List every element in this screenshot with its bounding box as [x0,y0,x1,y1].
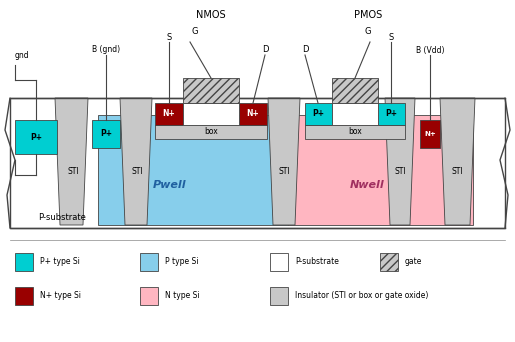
Text: STI: STI [452,167,464,176]
Text: Pwell: Pwell [153,180,187,190]
Bar [183,78,239,103]
Bar [378,103,405,125]
Text: P+: P+ [385,109,397,118]
Text: P+: P+ [100,130,112,139]
Bar [140,253,158,271]
Text: B (Vdd): B (Vdd) [416,45,444,54]
Text: N+: N+ [163,109,176,118]
Polygon shape [268,98,300,225]
Bar [420,120,440,148]
Text: STI: STI [67,167,79,176]
Text: N type Si: N type Si [165,291,200,301]
Text: box: box [204,128,218,136]
Polygon shape [440,98,475,225]
Polygon shape [120,98,152,225]
Text: S: S [388,32,393,41]
Text: G: G [365,27,371,37]
Bar [270,253,288,271]
Bar [15,253,33,271]
Text: Nwell: Nwell [350,180,384,190]
Bar [270,287,288,305]
Text: G: G [192,27,198,37]
Polygon shape [385,98,415,225]
Bar [380,253,398,271]
Text: P-substrate: P-substrate [295,258,339,266]
Polygon shape [55,98,88,225]
Text: box: box [348,128,362,136]
Bar [288,115,473,225]
Text: PMOS: PMOS [354,10,382,20]
Text: P+: P+ [30,132,42,142]
Bar [155,125,267,139]
Text: N+ type Si: N+ type Si [40,291,81,301]
Text: P type Si: P type Si [165,258,198,266]
Bar [92,120,120,148]
Text: N+: N+ [424,131,436,137]
Bar [183,103,239,125]
Text: P+: P+ [312,109,324,118]
Bar [332,78,378,103]
Bar [140,287,158,305]
Text: P-substrate: P-substrate [38,213,86,223]
Text: STI: STI [394,167,406,176]
Bar [15,120,57,154]
Bar [98,115,288,225]
Bar [10,98,505,228]
Bar [305,103,332,125]
Text: STI: STI [278,167,290,176]
Text: B (gnd): B (gnd) [92,45,120,54]
Text: D: D [262,45,268,54]
Bar [155,103,183,125]
Text: D: D [302,45,308,54]
Bar [239,103,267,125]
Bar [332,103,378,125]
Text: P+ type Si: P+ type Si [40,258,80,266]
Bar [305,125,405,139]
Text: N+: N+ [247,109,260,118]
Text: STI: STI [131,167,143,176]
Text: Insulator (STI or box or gate oxide): Insulator (STI or box or gate oxide) [295,291,428,301]
Text: S: S [166,32,171,41]
Bar [15,287,33,305]
Text: gnd: gnd [15,51,30,60]
Text: gate: gate [405,258,422,266]
Text: NMOS: NMOS [196,10,226,20]
